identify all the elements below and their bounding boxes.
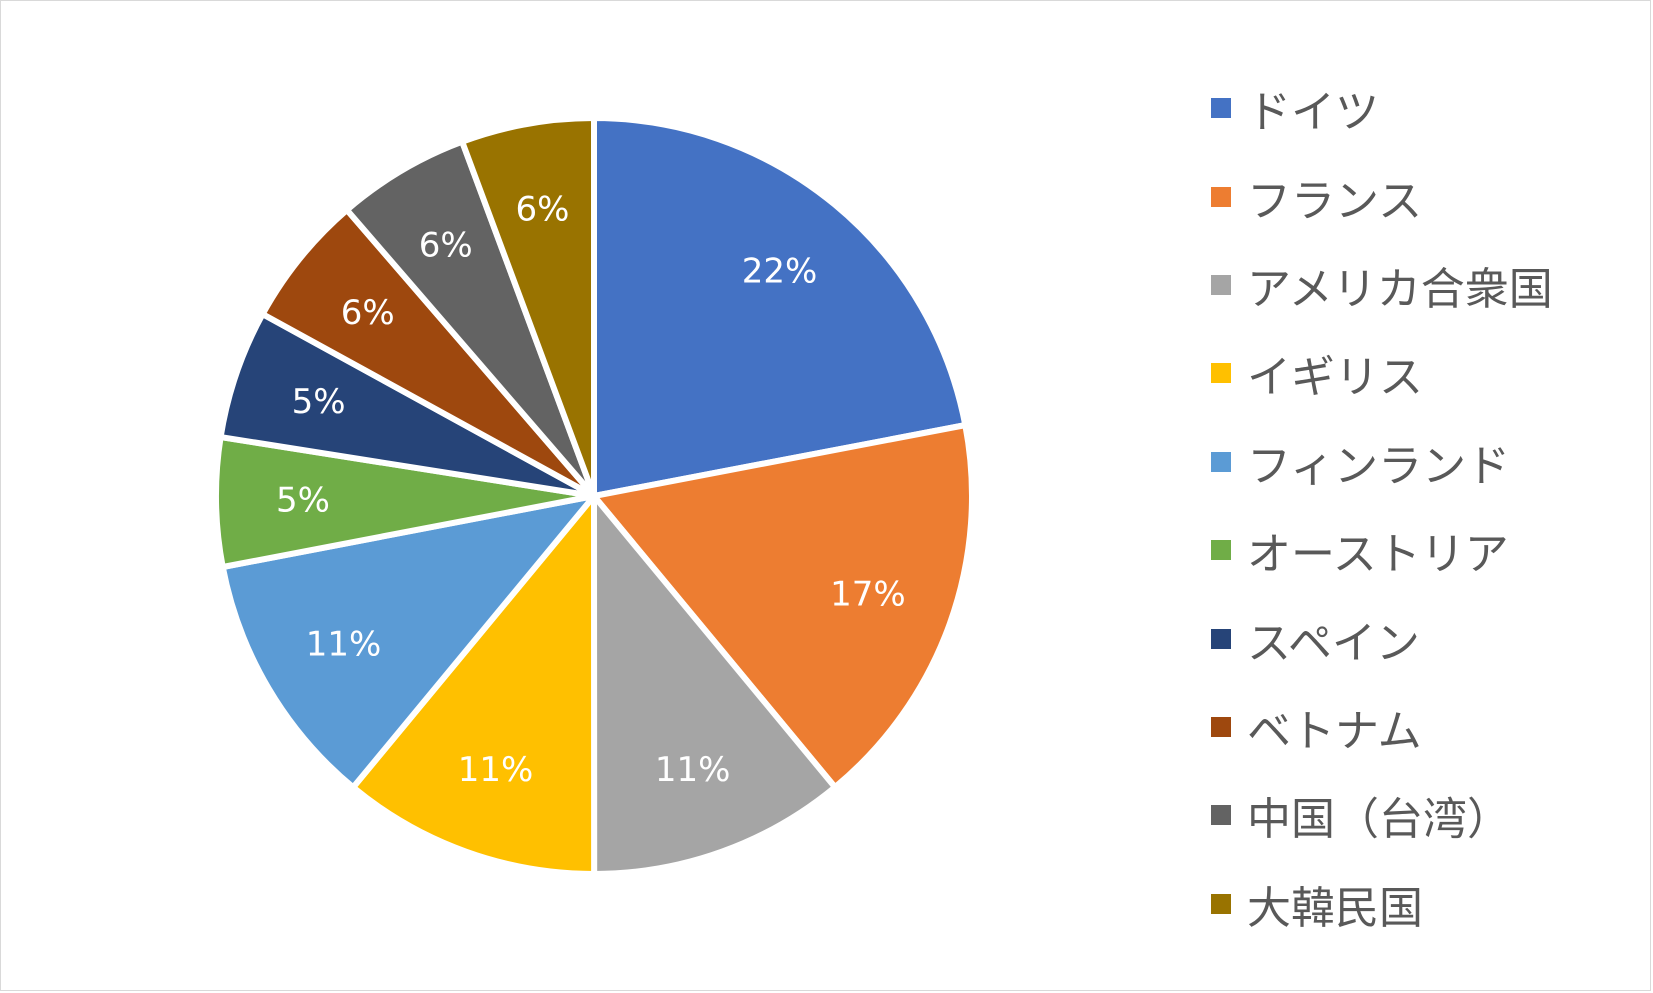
- legend-label: 中国（台湾）: [1247, 794, 1511, 846]
- legend-swatch: [1211, 628, 1231, 649]
- legend-swatch: [1211, 716, 1231, 737]
- legend-item-0: ドイツ: [1211, 64, 1641, 152]
- legend-label: 大韓民国: [1247, 882, 1423, 934]
- pie-slice-4: [219, 493, 597, 791]
- pie-data-label-1: 17%: [830, 575, 906, 615]
- legend-swatch: [1211, 274, 1231, 295]
- legend-item-7: ベトナム: [1211, 683, 1641, 771]
- pie-data-label-7: 6%: [341, 293, 395, 333]
- legend-label: オーストリア: [1247, 529, 1509, 581]
- pie-slice-3: [350, 493, 598, 877]
- legend-item-5: オーストリア: [1211, 506, 1641, 594]
- pie-slices: [213, 115, 975, 877]
- legend-item-9: 大韓民国: [1211, 860, 1641, 948]
- pie-data-label-4: 11%: [306, 624, 382, 664]
- pie-slice-9: [459, 115, 597, 499]
- pie-slice-0: [591, 115, 969, 499]
- legend-swatch: [1211, 540, 1231, 561]
- legend-label: スペイン: [1247, 617, 1420, 669]
- legend-label: ドイツ: [1247, 87, 1379, 139]
- legend-swatch: [1211, 186, 1231, 207]
- pie-data-label-8: 6%: [419, 226, 473, 266]
- pie-data-label-2: 11%: [655, 750, 731, 790]
- legend-label: フィンランド: [1247, 440, 1511, 492]
- legend-swatch: [1211, 98, 1231, 119]
- legend-label: イギリス: [1247, 352, 1423, 404]
- legend-item-4: フィンランド: [1211, 418, 1641, 506]
- legend-label: フランス: [1247, 175, 1423, 227]
- pie-data-label-6: 5%: [292, 382, 346, 422]
- legend-swatch: [1211, 893, 1231, 914]
- pie-slice-1: [591, 422, 975, 791]
- legend: ドイツフランスアメリカ合衆国 イギリスフィンランド オーストリア スペインベトナム中国…: [1211, 64, 1641, 948]
- legend-swatch: [1211, 363, 1231, 384]
- pie-data-label-0: 22%: [742, 252, 818, 292]
- pie-data-labels: 22% 17% 11% 11% 11% 5% 5% 6% 6% 6%: [276, 190, 906, 790]
- pie-slice-2: [591, 493, 839, 877]
- legend-item-6: スペイン: [1211, 594, 1641, 682]
- legend-swatch: [1211, 805, 1231, 826]
- pie-data-label-9: 6%: [515, 190, 569, 230]
- legend-swatch: [1211, 451, 1231, 472]
- legend-item-3: イギリス: [1211, 329, 1641, 417]
- legend-label: アメリカ合衆国: [1247, 263, 1553, 315]
- legend-item-8: 中国（台湾）: [1211, 771, 1641, 859]
- legend-item-1: フランス: [1211, 152, 1641, 240]
- legend-item-2: アメリカ合衆国: [1211, 241, 1641, 329]
- legend-label: ベトナム: [1247, 705, 1422, 757]
- pie-data-label-5: 5%: [276, 481, 330, 521]
- pie-data-label-3: 11%: [458, 750, 534, 790]
